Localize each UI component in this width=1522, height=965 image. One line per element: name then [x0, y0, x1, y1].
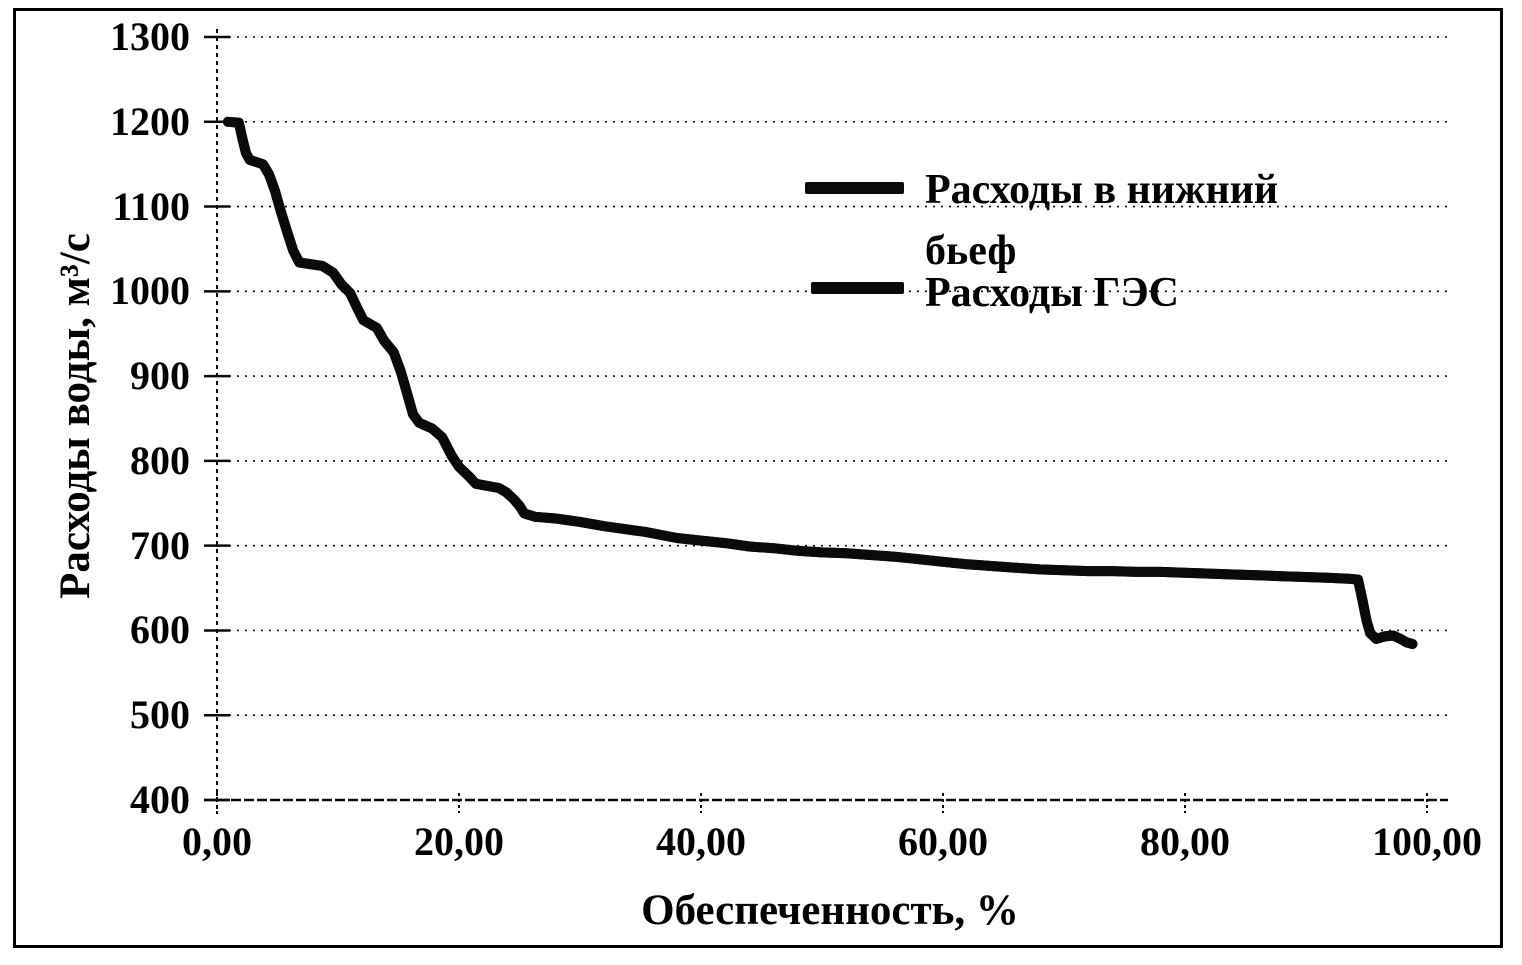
y-tick-label: 700: [130, 522, 190, 568]
y-tick-label: 1300: [110, 14, 190, 59]
x-tick-label: 80,00: [1140, 819, 1230, 864]
x-tick-label: 60,00: [898, 819, 988, 864]
series-line-1: [222, 116, 1418, 649]
y-tick-label: 1100: [112, 183, 190, 229]
x-tick-label: 40,00: [656, 819, 746, 864]
x-tick-label: 0,00: [182, 819, 252, 864]
legend-line-ges-icon: [811, 282, 904, 294]
legend-entry-downstream: Расходы в нижний бьеф: [925, 167, 1279, 274]
y-tick-label: 900: [130, 353, 190, 399]
y-tick-label: 1000: [110, 268, 190, 314]
y-tick-label: 400: [130, 777, 190, 822]
x-axis-title: Обеспеченность, %: [641, 887, 1019, 934]
y-tick-label: 1200: [110, 98, 190, 144]
x-tick-label: 100,00: [1372, 819, 1482, 864]
legend-entry-ges: Расходы ГЭС: [925, 270, 1180, 316]
y-tick-label: 600: [130, 607, 190, 653]
legend-line-downstream-icon: [805, 182, 904, 194]
y-axis-title: Расходы воды, м³/с: [52, 233, 99, 599]
y-tick-label: 500: [130, 692, 190, 738]
y-tick-label: 800: [130, 437, 190, 483]
x-tick-label: 20,00: [414, 819, 504, 864]
